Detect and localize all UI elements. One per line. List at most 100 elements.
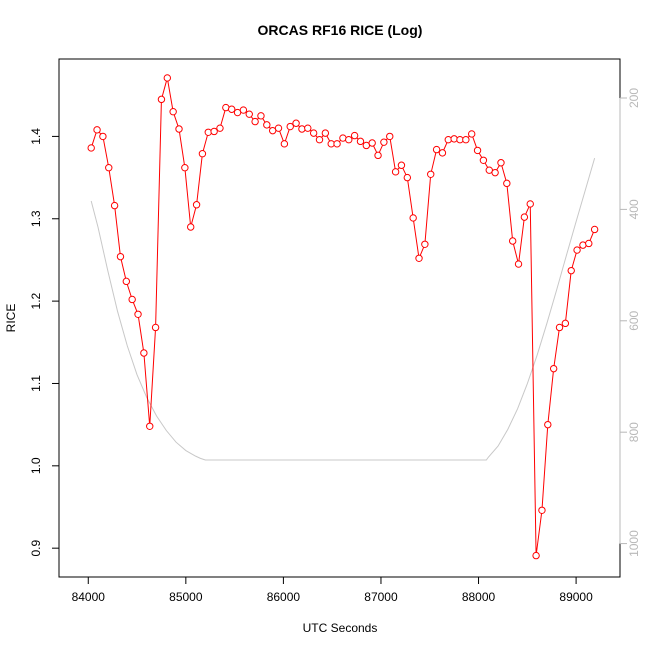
y2-tick-label: 600 — [627, 310, 641, 330]
rice-series-point — [538, 506, 546, 514]
rice-series-point — [590, 225, 599, 234]
rice-series-point — [503, 179, 511, 188]
rice-series-point — [204, 128, 212, 136]
rice-series-point — [491, 168, 499, 177]
rice-series-point — [561, 319, 570, 328]
rice-series-point — [386, 132, 394, 141]
y-tick-label: 1.4 — [29, 128, 43, 145]
rice-series-point — [122, 277, 131, 286]
rice-series-point — [263, 121, 271, 129]
rice-series-point — [345, 136, 353, 144]
rice-series-point — [432, 145, 441, 154]
rice-series-point — [187, 223, 195, 231]
rice-series-point — [198, 150, 207, 158]
x-tick-label: 84000 — [72, 590, 106, 604]
rice-series-point — [567, 266, 575, 275]
rice-series-point — [585, 239, 593, 248]
rice-series-point — [274, 124, 283, 132]
rice-series-point — [99, 132, 107, 141]
rice-series-point — [462, 136, 470, 144]
y-tick-label: 1.2 — [29, 292, 43, 309]
rice-series-point — [116, 252, 125, 261]
rice-series-point — [356, 137, 365, 146]
x-axis-label: UTC Seconds — [303, 621, 378, 635]
rice-series-point — [309, 129, 318, 137]
y-tick-label: 0.9 — [29, 540, 43, 557]
y-tick-label: 1.1 — [29, 375, 43, 392]
rice-series-point — [181, 164, 189, 172]
rice-series-point — [315, 136, 324, 144]
y-tick-label: 1.0 — [29, 457, 43, 474]
rice-series-point — [216, 124, 224, 132]
y-tick-label: 1.3 — [29, 210, 43, 227]
rice-series-point — [257, 112, 265, 120]
rice-series-point — [169, 108, 177, 116]
rice-series-point — [380, 138, 388, 146]
rice-series-point — [163, 74, 172, 82]
rice-series-point — [450, 135, 458, 143]
rice-series-point — [468, 130, 476, 138]
rice-series-point — [157, 95, 166, 104]
rice-series-point — [298, 125, 306, 133]
rice-series-point — [251, 117, 259, 126]
rice-series-point — [93, 126, 101, 134]
rice-series-point — [415, 254, 423, 262]
rice-series-point — [321, 129, 330, 137]
rice-series-point — [374, 151, 382, 160]
y2-tick-label: 200 — [627, 88, 641, 108]
rice-series-point — [544, 420, 552, 429]
rice-series-point — [140, 349, 148, 357]
x-tick-label: 88000 — [462, 590, 496, 604]
rice-series-point — [473, 146, 482, 155]
rice-series-point — [110, 201, 119, 210]
rice-series-point — [128, 295, 136, 304]
y-axis-label: RICE — [4, 304, 18, 333]
x-tick-label: 85000 — [169, 590, 203, 604]
rice-series-point — [210, 127, 218, 136]
rice-series-point — [227, 105, 236, 113]
y2-tick-label: 400 — [627, 199, 641, 219]
x-tick-label: 87000 — [364, 590, 398, 604]
rice-series-point — [333, 140, 341, 148]
series-layer — [87, 74, 599, 560]
rice-series-point — [245, 110, 253, 118]
rice-series-point — [397, 161, 406, 169]
rice-series-point — [368, 139, 376, 147]
rice-series-point — [151, 323, 160, 332]
rice-series-point — [350, 131, 359, 140]
rice-series-point — [427, 170, 435, 178]
rice-series-point — [421, 240, 429, 248]
rice-series-point — [532, 551, 540, 560]
rice-series-point — [192, 201, 201, 209]
rice-series-point — [286, 122, 294, 131]
rice-series-point — [479, 156, 488, 164]
chart-title: ORCAS RF16 RICE (Log) — [258, 22, 423, 38]
rice-series-point — [280, 140, 289, 148]
axes-layer: 84000 85000 86000 87000 88000 89000 0.9 1.0 1.1 1… — [29, 88, 641, 604]
rice-series-point — [292, 119, 300, 127]
rice-series-point — [87, 144, 95, 152]
rice-series-point — [304, 124, 312, 132]
rice-series-point — [175, 125, 183, 133]
rice-series-point — [573, 246, 581, 254]
rice-series-point — [497, 159, 505, 167]
rice-series-point — [444, 136, 452, 144]
rice-series-point — [391, 168, 400, 176]
y2-tick-label: 800 — [627, 422, 641, 442]
altitude-series-line — [90, 157, 596, 461]
rice-series-point — [403, 173, 412, 182]
x-tick-label: 86000 — [267, 590, 301, 604]
rice-series-point — [508, 237, 517, 245]
x-tick-label: 89000 — [559, 590, 593, 604]
rice-series-point — [520, 213, 529, 221]
rice-series-point — [146, 422, 154, 430]
rice-series-point — [549, 364, 558, 373]
rice-series-point — [555, 323, 564, 332]
rice-series-point — [239, 106, 248, 114]
rice-series-point — [134, 310, 142, 318]
rice-series-point — [438, 149, 447, 157]
rice-series-point — [409, 214, 417, 222]
rice-series-point — [514, 260, 523, 268]
